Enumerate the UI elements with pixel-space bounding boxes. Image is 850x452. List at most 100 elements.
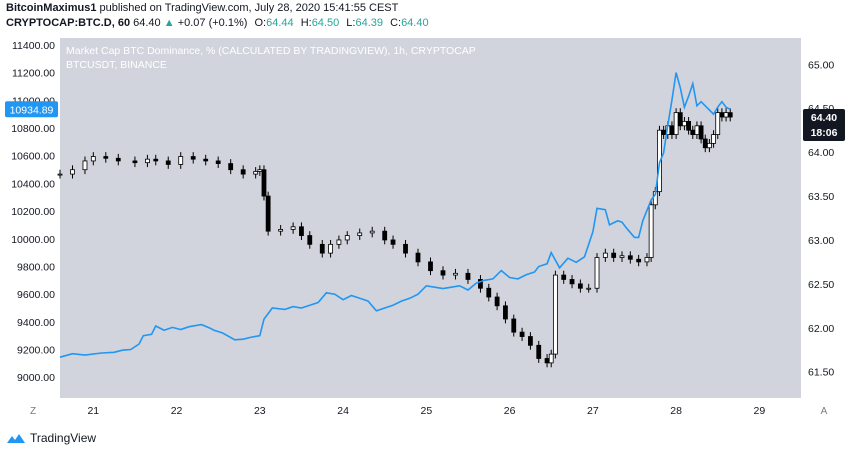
candle-body: [644, 257, 650, 263]
time-tick-label: 23: [254, 405, 266, 417]
candle-body: [690, 129, 696, 135]
candle-body: [465, 272, 471, 280]
candle-body: [153, 158, 159, 162]
candle-body: [265, 195, 271, 232]
candle-body: [503, 305, 508, 320]
tradingview-icon: [7, 434, 25, 443]
right-tick-label: 63.00: [808, 235, 834, 247]
published-text: published on TradingView.com, July 28, 2…: [99, 2, 399, 14]
timezone-button[interactable]: Z: [30, 406, 36, 417]
candle-body: [103, 156, 109, 159]
plot-area[interactable]: [60, 38, 801, 398]
low-value: 64.39: [355, 17, 383, 29]
candle-body: [390, 239, 396, 245]
right-last-value: 64.40: [811, 112, 837, 124]
candle-body: [544, 358, 550, 364]
time-tick-label: 24: [337, 405, 349, 417]
candle-body: [278, 229, 284, 232]
time-tick-label: 25: [420, 405, 432, 417]
footer: TradingView: [0, 426, 850, 452]
time-tick-label: 26: [504, 405, 516, 417]
chart-header: BitcoinMaximus1 published on TradingView…: [0, 0, 850, 38]
publication-line: BitcoinMaximus1 published on TradingView…: [6, 2, 398, 14]
btcusdt-line: [59, 72, 731, 358]
left-tick-label: 11200.00: [12, 68, 55, 80]
right-tick-label: 61.50: [808, 367, 834, 379]
candle-body: [82, 160, 88, 171]
candle-body: [344, 235, 350, 241]
left-tick-label: 10000.00: [11, 234, 55, 246]
left-tick-label: 10400.00: [11, 178, 55, 190]
symbol-label[interactable]: CRYPTOCAP:BTC.D, 60: [6, 17, 131, 29]
author-name[interactable]: BitcoinMaximus1: [6, 2, 97, 14]
candle-body: [299, 226, 304, 236]
candle-body: [673, 112, 679, 135]
z-icon[interactable]: Z: [30, 406, 36, 417]
candle-body: [715, 112, 721, 135]
candle-body: [669, 125, 675, 135]
low-label: L:: [346, 17, 356, 29]
left-last-badge: 10934.89: [5, 101, 58, 118]
candle-body: [702, 138, 708, 149]
candle-body: [594, 257, 600, 289]
right-axis-panel[interactable]: [801, 38, 850, 398]
candle-body: [682, 121, 687, 127]
candle-body: [307, 235, 313, 245]
tradingview-logo[interactable]: TradingView: [6, 431, 96, 445]
auto-scale-icon[interactable]: A: [821, 406, 828, 417]
open-value: 64.44: [266, 17, 294, 29]
time-tick-label: 28: [670, 405, 682, 417]
candle-body: [686, 121, 692, 131]
right-tick-label: 65.00: [808, 59, 834, 71]
open-label: O:: [254, 17, 267, 29]
candle-body: [727, 112, 733, 118]
time-tick-label: 27: [587, 405, 599, 417]
candle-body: [486, 287, 492, 298]
candle-body: [677, 112, 683, 127]
auto-scale-button[interactable]: A: [821, 406, 828, 417]
candle-body: [494, 296, 500, 307]
price-change: +0.07 (+0.1%): [177, 17, 248, 29]
bar-countdown: 18:06: [811, 127, 838, 139]
left-tick-label: 10600.00: [11, 151, 55, 163]
candle-body: [707, 142, 712, 149]
left-tick-label: 9000.00: [17, 372, 55, 384]
candle-body: [403, 243, 408, 254]
candle-body: [70, 169, 75, 175]
tradingview-brand: TradingView: [30, 431, 97, 445]
candle-body: [619, 255, 625, 258]
candle-body: [586, 287, 592, 290]
right-last-badge: 64.40 18:06: [803, 109, 845, 142]
left-tick-label: 9600.00: [17, 289, 55, 301]
time-axis-panel[interactable]: [0, 398, 850, 426]
left-tick-label: 9400.00: [17, 317, 55, 329]
candle-body: [57, 173, 63, 176]
last-price: 64.40: [133, 17, 161, 29]
price-chart[interactable]: 11400.0011200.0011000.0010800.0010600.00…: [0, 38, 850, 426]
candle-body: [711, 134, 716, 144]
candle-body: [382, 230, 388, 241]
left-last-value: 10934.89: [10, 104, 54, 116]
candle-body: [145, 158, 150, 164]
candle-body: [261, 169, 267, 197]
candle-body: [203, 158, 209, 162]
candle-body: [336, 239, 342, 245]
candle-body: [648, 204, 654, 258]
candle-body: [694, 125, 700, 135]
left-tick-label: 10200.00: [11, 206, 55, 218]
candle-body: [428, 261, 433, 272]
close-label: C:: [390, 17, 402, 29]
candle-body: [190, 156, 196, 160]
left-tick-label: 9800.00: [17, 261, 55, 273]
left-last-badge-bg: [5, 101, 58, 118]
close-value: 64.40: [401, 17, 429, 29]
right-last-badge-bg: [803, 109, 845, 142]
left-tick-label: 10800.00: [11, 123, 55, 135]
candle-body: [627, 255, 633, 260]
candle-body: [478, 279, 483, 289]
candle-body: [240, 169, 246, 175]
candle-body: [453, 272, 458, 276]
candle-body: [319, 243, 325, 254]
high-value: 64.50: [311, 17, 340, 29]
